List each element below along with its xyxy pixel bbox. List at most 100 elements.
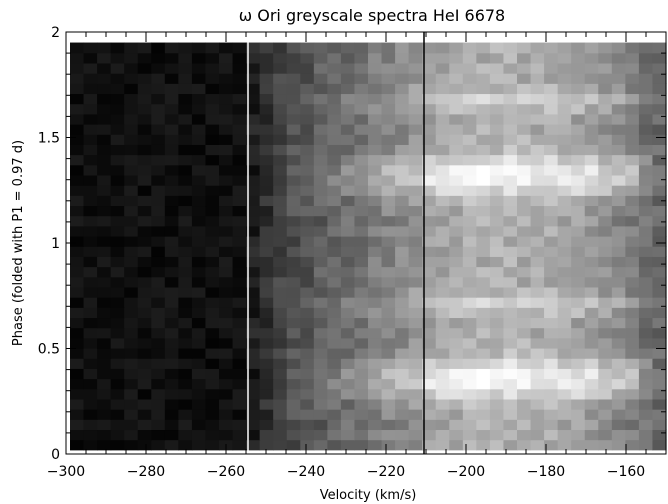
- heatmap-cell: [422, 409, 437, 420]
- heatmap-cell: [83, 317, 98, 329]
- heatmap-cell: [652, 429, 667, 441]
- heatmap-cell: [273, 225, 288, 237]
- heatmap-cell: [191, 398, 207, 410]
- heatmap-cell: [571, 205, 586, 217]
- heatmap-cell: [313, 276, 328, 288]
- heatmap-cell: [300, 419, 315, 431]
- heatmap-cell: [625, 409, 640, 420]
- heatmap-cell: [476, 195, 491, 207]
- heatmap-cell: [259, 256, 274, 268]
- heatmap-cell: [110, 185, 125, 196]
- heatmap-cell: [97, 235, 112, 247]
- heatmap-cell: [408, 215, 423, 227]
- heatmap-cell: [625, 256, 640, 268]
- heatmap-cell: [124, 297, 139, 308]
- heatmap-cell: [137, 246, 152, 257]
- heatmap-cell: [313, 93, 328, 105]
- heatmap-cell: [273, 113, 288, 125]
- heatmap-cell: [489, 62, 505, 74]
- heatmap-cell: [354, 286, 369, 298]
- heatmap-cell: [368, 73, 383, 84]
- heatmap-cell: [151, 256, 166, 268]
- heatmap-cell: [340, 337, 356, 349]
- heatmap-cell: [97, 388, 112, 400]
- heatmap-cell: [625, 113, 640, 125]
- heatmap-cell: [219, 347, 234, 359]
- heatmap-cell: [368, 409, 383, 420]
- heatmap-cell: [381, 113, 396, 125]
- heatmap-cell: [422, 378, 437, 390]
- heatmap-cell: [517, 215, 532, 227]
- heatmap-cell: [83, 388, 98, 400]
- heatmap-cell: [652, 154, 667, 166]
- heatmap-cell: [191, 93, 207, 105]
- heatmap-cell: [489, 429, 505, 441]
- heatmap-cell: [164, 419, 179, 431]
- heatmap-cell: [313, 307, 328, 319]
- heatmap-cell: [598, 307, 613, 319]
- heatmap-cell: [395, 276, 410, 288]
- heatmap-cell: [164, 73, 179, 84]
- heatmap-cell: [259, 429, 274, 441]
- heatmap-cell: [110, 286, 125, 298]
- heatmap-cell: [151, 235, 166, 247]
- heatmap-cell: [354, 185, 369, 196]
- heatmap-cell: [205, 419, 220, 431]
- heatmap-cell: [435, 439, 450, 451]
- heatmap-cell: [300, 134, 315, 145]
- heatmap-cell: [137, 286, 152, 298]
- heatmap-cell: [638, 439, 654, 451]
- heatmap-cell: [368, 358, 383, 369]
- heatmap-cell: [219, 174, 234, 186]
- heatmap-cell: [124, 93, 139, 105]
- heatmap-cell: [381, 144, 396, 156]
- heatmap-cell: [462, 327, 477, 339]
- heatmap-cell: [422, 52, 437, 64]
- heatmap-cell: [422, 358, 437, 369]
- heatmap-cell: [246, 93, 261, 105]
- heatmap-cell: [205, 93, 220, 105]
- heatmap-cell: [70, 266, 85, 278]
- heatmap-cell: [327, 73, 342, 84]
- heatmap-cell: [476, 276, 491, 288]
- heatmap-cell: [246, 337, 261, 349]
- heatmap-cell: [219, 195, 234, 207]
- heatmap-cell: [625, 205, 640, 217]
- heatmap-cell: [611, 225, 626, 237]
- heatmap-cell: [489, 388, 505, 400]
- heatmap-cell: [476, 225, 491, 237]
- heatmap-cell: [273, 347, 288, 359]
- heatmap-cell: [124, 286, 139, 298]
- heatmap-cell: [340, 42, 356, 54]
- heatmap-cell: [503, 246, 518, 257]
- heatmap-cell: [97, 307, 112, 319]
- heatmap-cell: [395, 256, 410, 268]
- heatmap-cell: [571, 144, 586, 156]
- heatmap-cell: [340, 307, 356, 319]
- heatmap-cell: [327, 113, 342, 125]
- heatmap-cell: [381, 205, 396, 217]
- heatmap-cell: [449, 195, 464, 207]
- heatmap-cell: [408, 286, 423, 298]
- heatmap-cell: [273, 215, 288, 227]
- heatmap-cell: [584, 103, 599, 115]
- heatmap-cell: [462, 205, 477, 217]
- heatmap-cell: [205, 205, 220, 217]
- heatmap-cell: [124, 235, 139, 247]
- heatmap-cell: [164, 378, 179, 390]
- heatmap-cell: [449, 246, 464, 257]
- heatmap-cell: [83, 73, 98, 84]
- heatmap-cell: [259, 62, 274, 74]
- heatmap-cell: [83, 205, 98, 217]
- heatmap-cell: [97, 144, 112, 156]
- heatmap-cell: [408, 297, 423, 308]
- heatmap-cell: [638, 358, 654, 369]
- heatmap-cell: [517, 205, 532, 217]
- heatmap-cell: [517, 409, 532, 420]
- heatmap-cell: [164, 327, 179, 339]
- heatmap-cell: [530, 388, 545, 400]
- heatmap-cell: [638, 307, 654, 319]
- heatmap-cell: [625, 347, 640, 359]
- heatmap-cell: [489, 134, 505, 145]
- heatmap-cell: [408, 174, 423, 186]
